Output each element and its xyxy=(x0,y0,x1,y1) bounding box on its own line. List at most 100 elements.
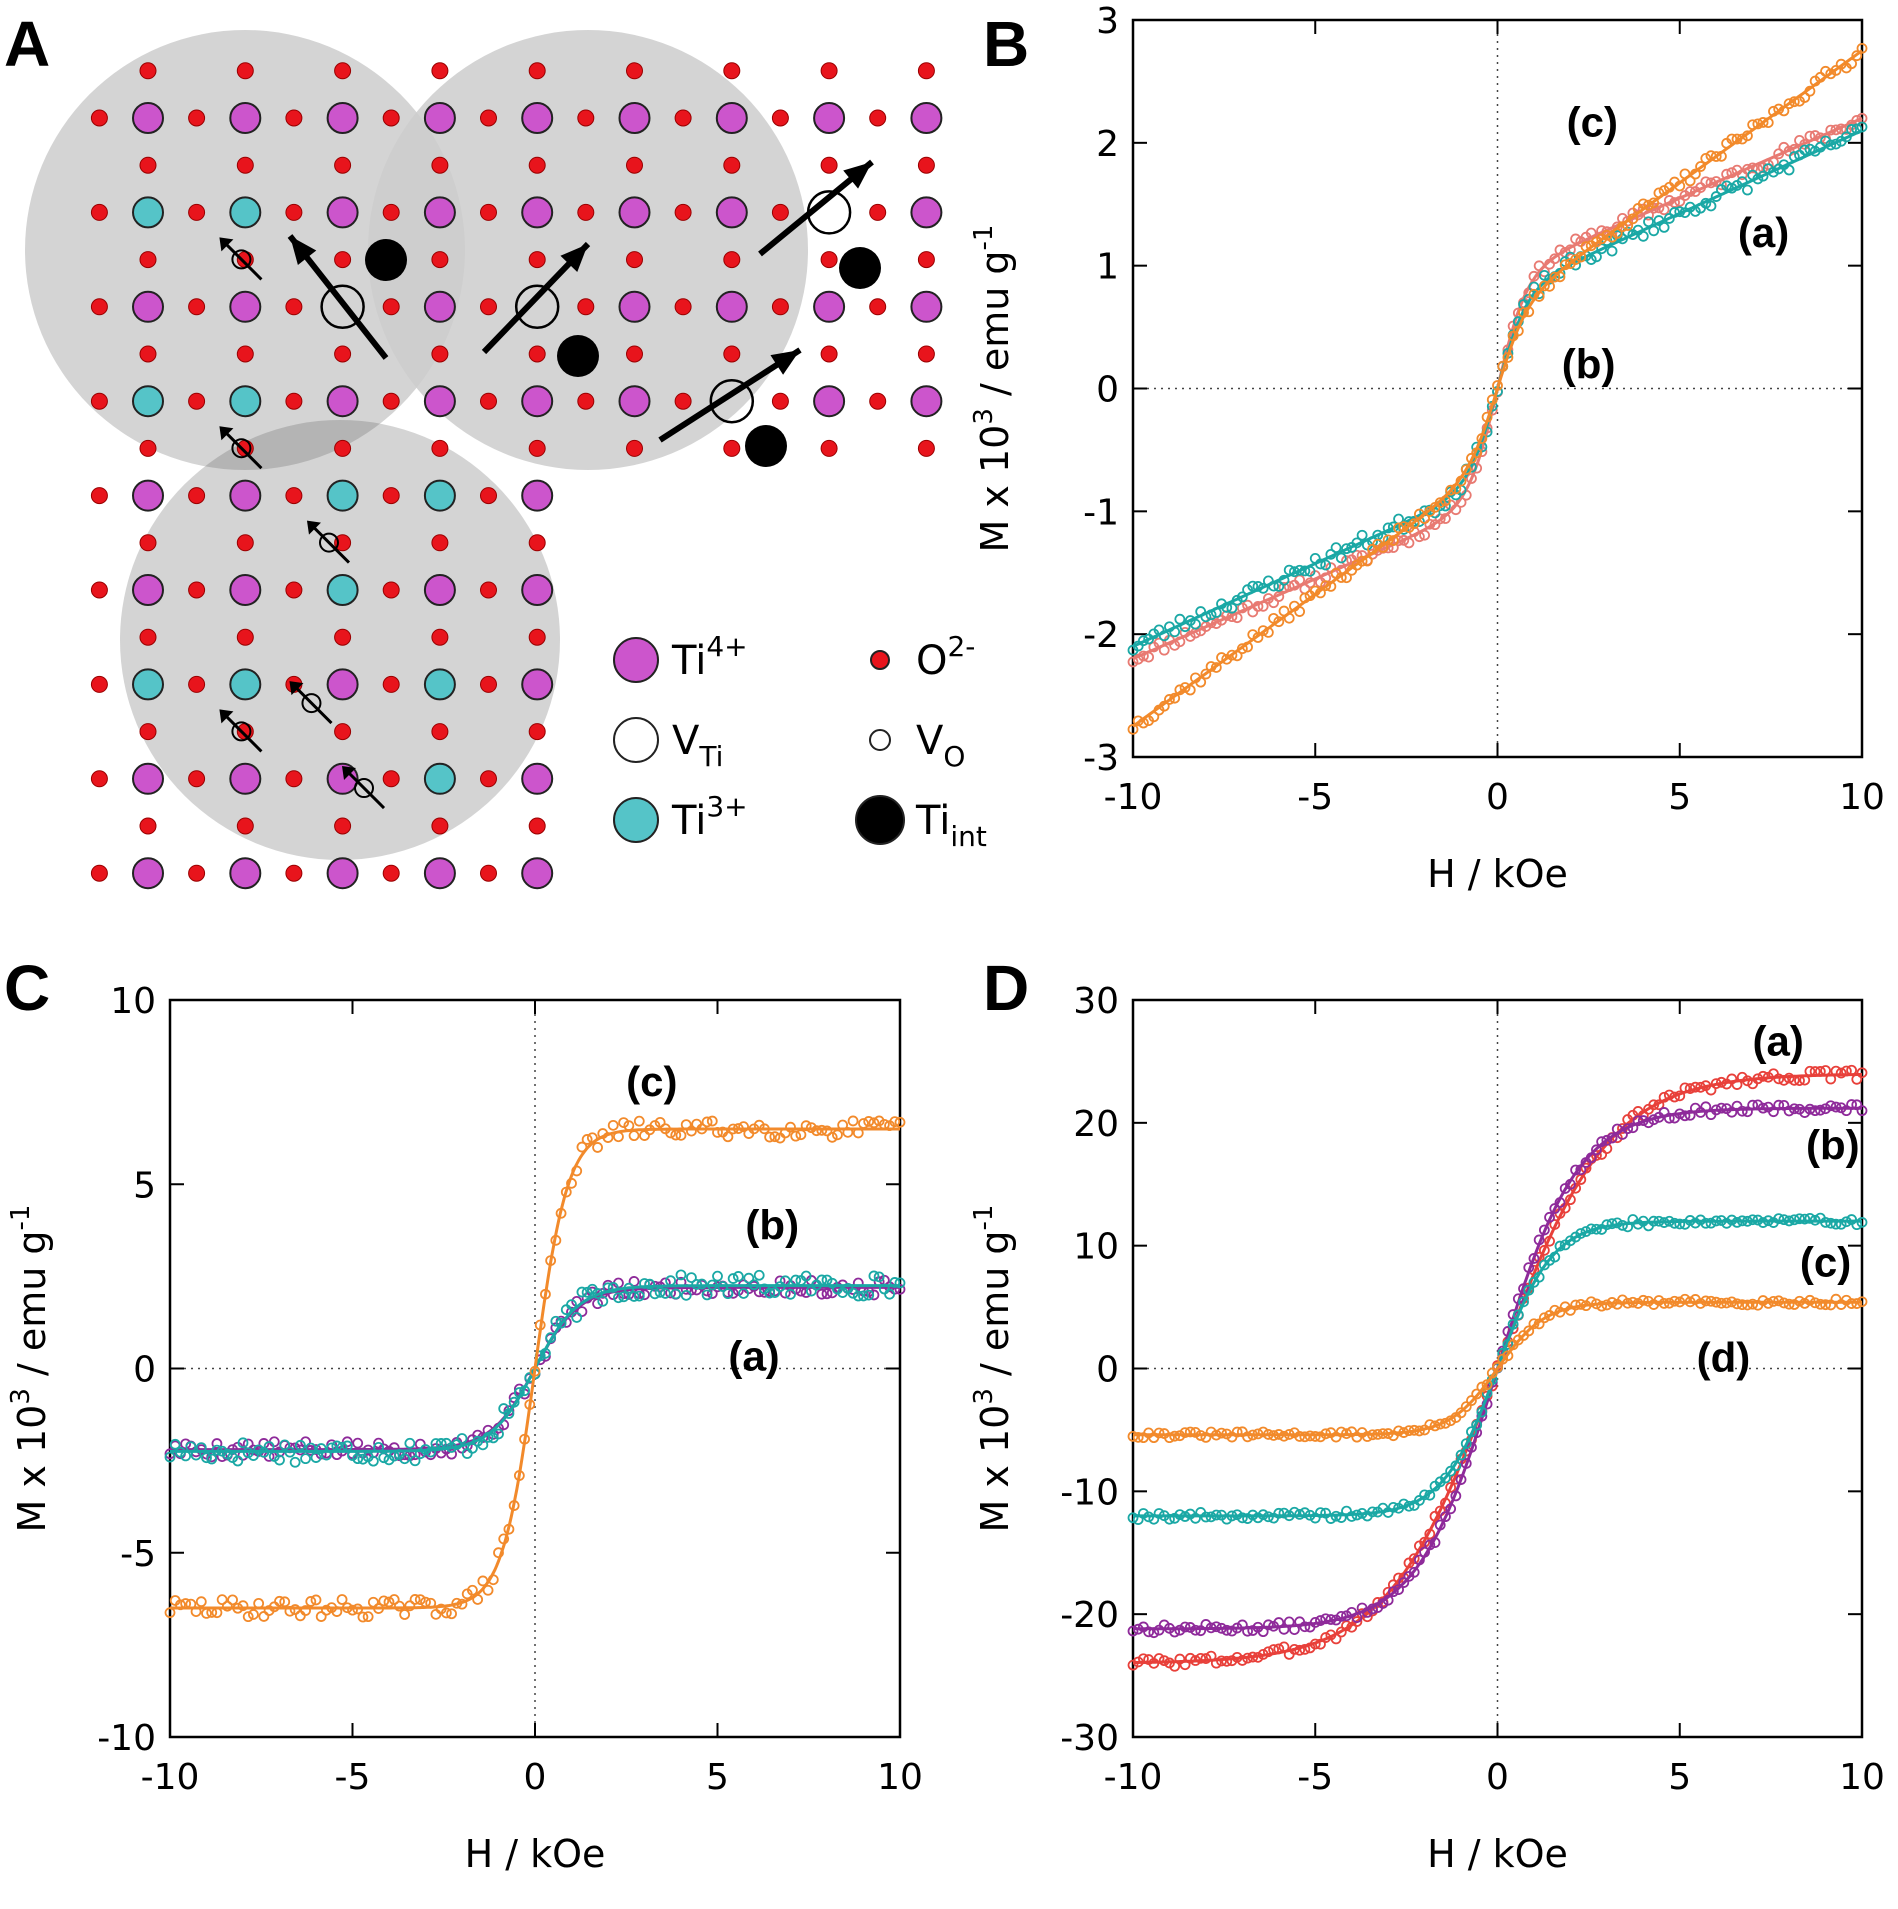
oxygen-ion xyxy=(382,581,400,599)
legend-sub: int xyxy=(950,820,987,853)
data-point xyxy=(1830,124,1842,136)
y-tick-label: 20 xyxy=(1073,1104,1119,1145)
oxygen-ion xyxy=(626,251,643,269)
data-point xyxy=(821,1288,833,1300)
y-tick-label: -1 xyxy=(1083,492,1119,533)
y-axis-label-main: M x 10 xyxy=(973,1405,1017,1533)
x-tick-label: -10 xyxy=(1104,1757,1163,1798)
data-point xyxy=(357,1453,369,1465)
x-tick-label: 10 xyxy=(1839,777,1885,818)
data-point xyxy=(644,1278,656,1290)
y-axis-label: M x 103 / emu g-1 xyxy=(6,1205,54,1533)
data-point xyxy=(1736,1105,1748,1117)
oxygen-ion xyxy=(90,581,108,599)
data-point xyxy=(1398,1577,1410,1588)
spin-arrow-large-head xyxy=(843,162,872,189)
data-point xyxy=(1466,473,1477,484)
data-point xyxy=(425,1446,437,1458)
data-point xyxy=(1716,1102,1727,1114)
oxygen-ion xyxy=(236,817,254,835)
data-point xyxy=(826,1131,838,1143)
spin-arrow-head xyxy=(306,520,321,535)
oxygen-ion xyxy=(382,864,400,882)
data-point xyxy=(894,1116,906,1128)
panel-letter-d: D xyxy=(983,952,1029,1024)
oxygen-ion xyxy=(674,109,692,127)
oxygen-ion xyxy=(139,817,157,835)
data-point xyxy=(1299,1431,1311,1443)
data-point xyxy=(764,1131,776,1143)
data-point xyxy=(628,1130,640,1142)
legend-marker-vti xyxy=(613,717,659,763)
data-point xyxy=(1799,1213,1811,1225)
data-point xyxy=(769,1287,781,1298)
y-axis-label-exp: -1 xyxy=(969,1205,999,1231)
y-axis-label-main: M x 10 xyxy=(10,1405,54,1533)
data-point xyxy=(274,1595,285,1607)
oxygen-ion xyxy=(771,298,789,316)
data-point xyxy=(1226,1625,1238,1637)
data-point xyxy=(654,1116,666,1128)
data-point xyxy=(1481,1379,1493,1391)
data-point xyxy=(1335,1426,1347,1438)
x-tick-label: 5 xyxy=(1668,777,1691,818)
o-vacancy xyxy=(231,721,252,742)
data-point xyxy=(1742,1106,1753,1118)
oxygen-ion xyxy=(820,439,838,457)
data-point xyxy=(1794,1213,1805,1225)
y-axis-label: M x 103 / emu g-1 xyxy=(969,225,1017,553)
oxygen-ion xyxy=(917,345,935,363)
ti3-ion xyxy=(132,385,164,418)
data-point xyxy=(1658,221,1670,233)
data-point xyxy=(1783,164,1795,176)
data-point xyxy=(1825,1217,1837,1229)
oxygen-ion xyxy=(917,62,935,80)
data-point xyxy=(1773,1213,1785,1225)
legend-label-o2: O2- xyxy=(916,630,975,684)
y-tick-label: 0 xyxy=(1096,370,1119,411)
oxygen-ion xyxy=(139,156,157,174)
data-point xyxy=(1825,139,1837,151)
ti4-ion xyxy=(132,102,164,134)
data-point xyxy=(1804,1294,1816,1306)
x-axis-label: H / kOe xyxy=(465,1832,606,1876)
data-point xyxy=(732,1271,744,1282)
data-point xyxy=(1549,1203,1561,1214)
x-tick-label: 0 xyxy=(1486,777,1509,818)
data-point xyxy=(1736,1299,1748,1311)
ti4-ion xyxy=(521,102,554,134)
ti4-ion xyxy=(910,102,943,134)
spin-arrow-head xyxy=(219,237,234,252)
ti3-ion xyxy=(423,479,456,512)
x-tick-label: -10 xyxy=(141,1757,200,1798)
data-point xyxy=(404,1600,416,1612)
data-point xyxy=(414,1594,426,1606)
oxygen-ion xyxy=(188,675,206,693)
ti3-ion xyxy=(229,196,262,229)
data-point xyxy=(1226,649,1238,661)
data-point xyxy=(1356,529,1368,541)
spin-arrow xyxy=(224,431,263,470)
data-point xyxy=(1294,1431,1306,1442)
ti4-ion xyxy=(326,385,359,418)
data-point xyxy=(1669,1217,1680,1229)
oxygen-ion xyxy=(90,392,108,410)
y-tick-label: -10 xyxy=(97,1718,156,1759)
data-point xyxy=(1231,1426,1243,1438)
oxygen-ion xyxy=(90,864,108,882)
data-point xyxy=(232,1455,244,1467)
data-point xyxy=(1809,1105,1821,1117)
ti4-ion xyxy=(326,102,359,134)
y-tick-label: 1 xyxy=(1096,247,1119,288)
oxygen-ion xyxy=(188,109,206,127)
ti4-ion xyxy=(229,574,262,606)
data-point xyxy=(1127,1430,1139,1442)
data-point xyxy=(1273,616,1285,628)
data-point xyxy=(440,1607,452,1619)
data-point xyxy=(1236,1655,1248,1666)
data-point xyxy=(738,1121,749,1133)
oxygen-ion xyxy=(771,392,789,410)
data-point xyxy=(1226,602,1238,614)
data-point xyxy=(1153,1508,1165,1519)
data-point xyxy=(790,1130,802,1142)
